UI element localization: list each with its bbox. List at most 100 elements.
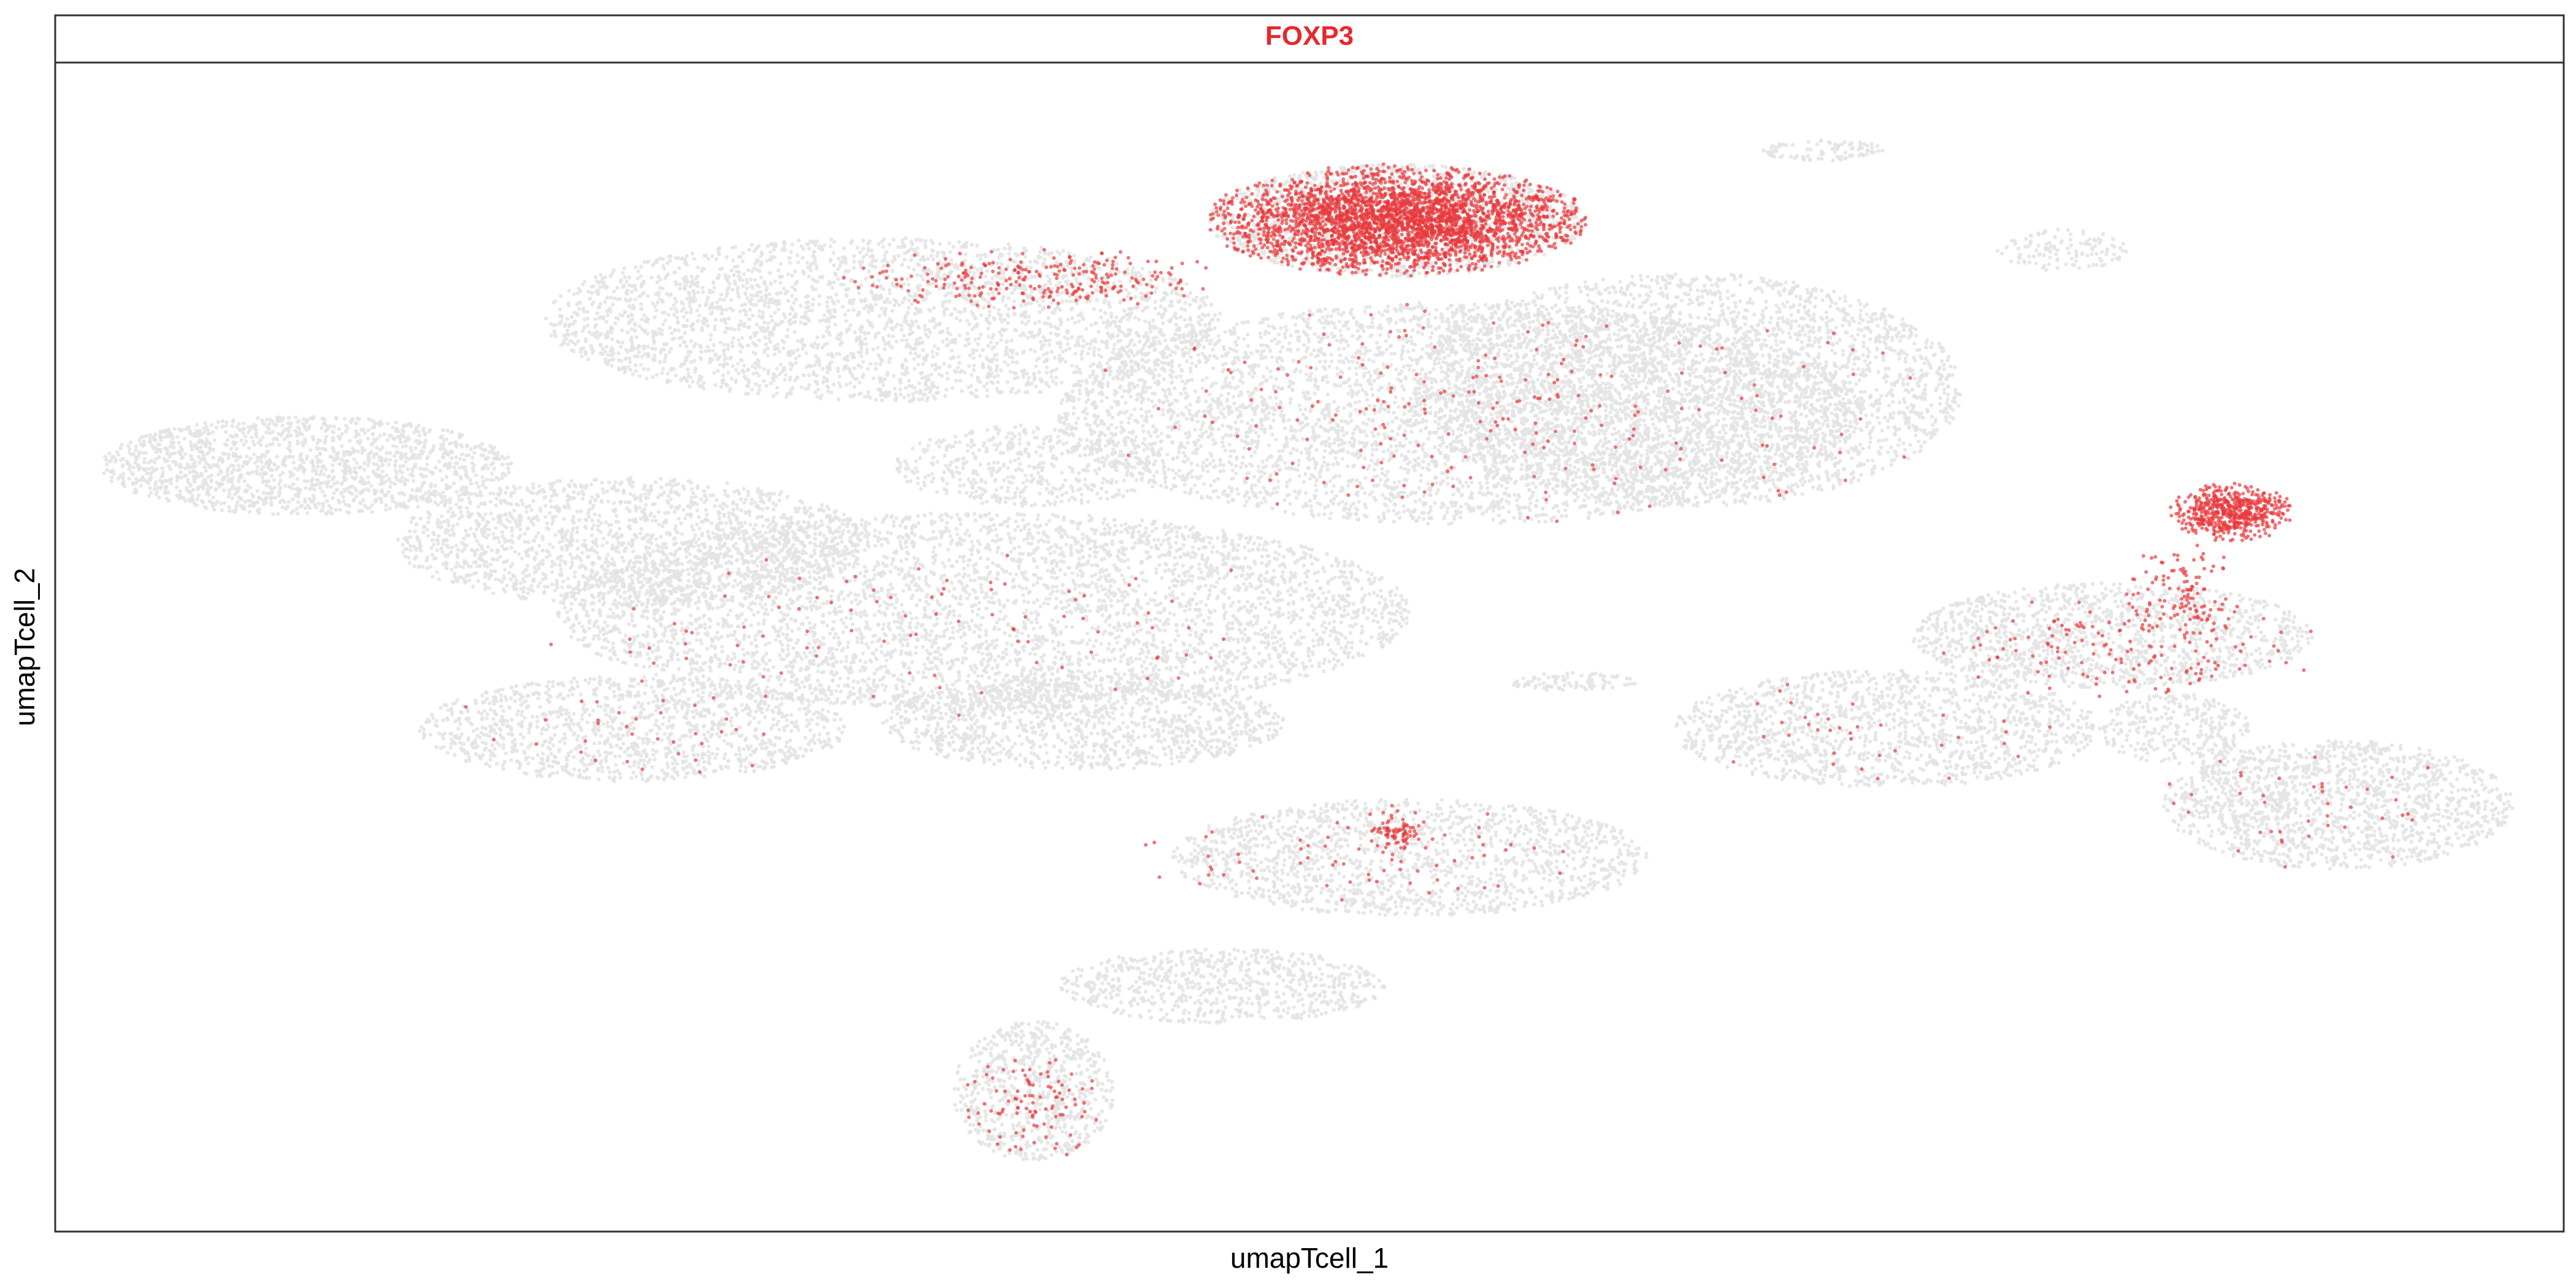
cell-point — [399, 432, 403, 437]
cell-point — [255, 500, 260, 504]
cell-point — [310, 416, 315, 421]
cell-point — [900, 643, 905, 648]
cell-point — [350, 475, 355, 480]
cell-point — [510, 540, 515, 545]
cell-point — [239, 475, 243, 479]
cell-point — [128, 447, 132, 451]
cell-point — [492, 445, 497, 450]
cell-point — [553, 562, 557, 567]
cell-point — [476, 504, 481, 509]
cell-point — [490, 471, 494, 476]
cell-point — [1334, 556, 1339, 561]
cell-point — [294, 487, 299, 491]
cell-point — [152, 438, 156, 442]
cell-point — [320, 481, 324, 485]
cell-point — [120, 442, 124, 447]
cell-point — [493, 526, 498, 531]
cell-point — [469, 491, 473, 496]
cell-point — [356, 433, 361, 437]
cell-point — [696, 486, 700, 490]
cell-point — [500, 462, 505, 467]
cell-point — [495, 558, 499, 562]
cell-point — [370, 510, 374, 515]
cell-point — [580, 496, 585, 501]
cell-point — [1061, 643, 1065, 647]
cell-point — [797, 626, 801, 631]
cell-point — [288, 434, 293, 438]
cell-point — [449, 430, 454, 434]
cell-point — [274, 423, 278, 427]
cell-point — [142, 457, 147, 461]
cell-point — [180, 427, 185, 432]
cell-point — [1236, 599, 1241, 604]
cell-point — [1026, 634, 1031, 638]
cell-point — [536, 518, 540, 523]
cell-point — [255, 459, 260, 463]
cell-point — [543, 504, 548, 508]
cell-point — [413, 446, 418, 450]
cell-point — [418, 548, 423, 553]
cell-point — [251, 423, 256, 427]
cell-point — [984, 639, 989, 644]
cell-point — [733, 578, 737, 583]
cell-point — [537, 543, 542, 548]
cell-point — [483, 512, 488, 516]
cell-point — [271, 512, 275, 516]
cell-point — [347, 511, 351, 515]
cell-point — [599, 575, 603, 580]
cell-point — [409, 449, 413, 453]
cell-point — [182, 473, 187, 478]
cell-point — [342, 416, 347, 421]
cell-point — [1008, 659, 1013, 664]
cell-point — [1259, 640, 1264, 645]
cell-point — [204, 442, 209, 447]
cell-point — [738, 580, 743, 585]
cell-point — [507, 470, 511, 475]
cell-point — [126, 462, 131, 467]
cell-point — [1097, 599, 1102, 603]
cell-point — [601, 597, 605, 601]
cell-point — [922, 627, 927, 632]
cell-point — [779, 610, 783, 615]
cell-point — [196, 485, 201, 489]
cell-point — [534, 535, 538, 539]
cell-point — [766, 525, 770, 529]
cell-point — [811, 700, 816, 704]
cell-point — [521, 577, 526, 581]
cell-point — [1233, 685, 1238, 689]
cell-point — [389, 480, 394, 485]
cell-point — [149, 459, 154, 463]
cell-point — [922, 513, 927, 518]
cell-point — [310, 485, 314, 490]
cell-point — [1376, 619, 1380, 624]
cell-point — [480, 544, 484, 549]
cell-point — [1398, 611, 1403, 615]
cell-point — [188, 431, 193, 436]
cell-point — [453, 565, 458, 569]
cell-point — [247, 431, 251, 435]
cell-point — [1070, 571, 1075, 575]
cell-point — [978, 623, 983, 627]
cell-point — [531, 523, 536, 527]
cell-point — [827, 650, 831, 655]
cell-point — [1184, 604, 1189, 608]
cell-point — [389, 434, 393, 438]
cell-point — [491, 516, 496, 521]
cell-point — [491, 461, 496, 466]
cell-point — [448, 533, 452, 537]
cell-point — [385, 451, 389, 455]
cell-point — [256, 416, 260, 420]
cell-point — [701, 519, 705, 524]
cell-point — [445, 483, 449, 488]
cell-point — [521, 594, 525, 599]
cell-point — [798, 499, 803, 504]
cell-point — [342, 450, 346, 454]
cell-point — [638, 516, 643, 521]
cell-point — [425, 527, 429, 532]
cell-point — [589, 506, 594, 510]
cell-point — [675, 652, 680, 657]
cell-point — [366, 464, 370, 468]
cell-point — [693, 533, 697, 538]
cell-point — [350, 484, 355, 489]
cell-point — [255, 435, 259, 439]
